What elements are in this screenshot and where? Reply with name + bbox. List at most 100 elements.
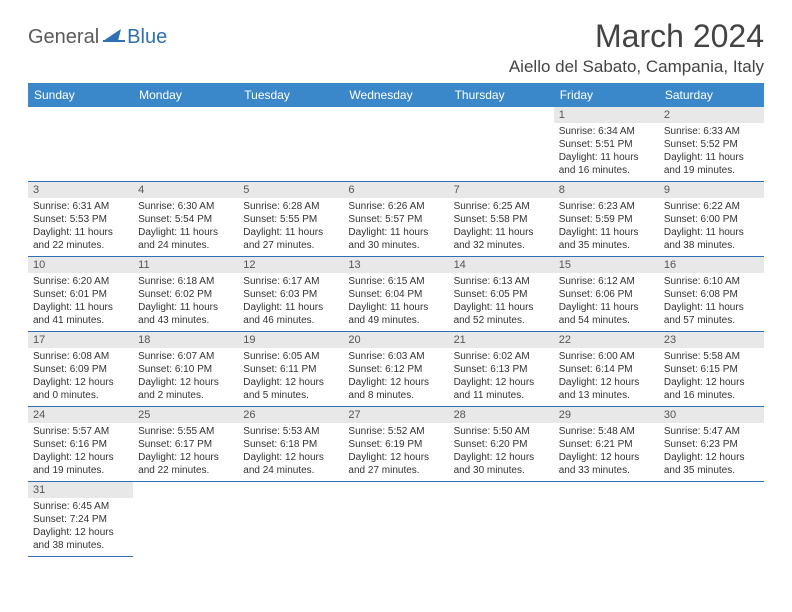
day-number: 6 xyxy=(343,182,448,198)
daylight-text: Daylight: 11 hours and 54 minutes. xyxy=(559,301,654,327)
sunrise-text: Sunrise: 6:28 AM xyxy=(243,200,338,213)
day-body: Sunrise: 6:15 AMSunset: 6:04 PMDaylight:… xyxy=(343,273,448,331)
day-number: 30 xyxy=(659,407,764,423)
logo-text-general: General xyxy=(28,26,99,49)
sunset-text: Sunset: 5:55 PM xyxy=(243,213,338,226)
day-body: Sunrise: 5:53 AMSunset: 6:18 PMDaylight:… xyxy=(238,423,343,481)
day-body: Sunrise: 6:03 AMSunset: 6:12 PMDaylight:… xyxy=(343,348,448,406)
calendar-cell-empty xyxy=(238,482,343,557)
day-number: 13 xyxy=(343,257,448,273)
sunrise-text: Sunrise: 6:13 AM xyxy=(454,275,549,288)
day-number: 2 xyxy=(659,107,764,123)
calendar-row: 24Sunrise: 5:57 AMSunset: 6:16 PMDayligh… xyxy=(28,407,764,482)
calendar-cell: 26Sunrise: 5:53 AMSunset: 6:18 PMDayligh… xyxy=(238,407,343,482)
sunrise-text: Sunrise: 6:33 AM xyxy=(664,125,759,138)
day-body: Sunrise: 5:57 AMSunset: 6:16 PMDaylight:… xyxy=(28,423,133,481)
calendar-cell: 4Sunrise: 6:30 AMSunset: 5:54 PMDaylight… xyxy=(133,182,238,257)
calendar-cell: 22Sunrise: 6:00 AMSunset: 6:14 PMDayligh… xyxy=(554,332,659,407)
day-body: Sunrise: 6:05 AMSunset: 6:11 PMDaylight:… xyxy=(238,348,343,406)
daylight-text: Daylight: 12 hours and 30 minutes. xyxy=(454,451,549,477)
day-number: 11 xyxy=(133,257,238,273)
sunrise-text: Sunrise: 6:31 AM xyxy=(33,200,128,213)
day-body: Sunrise: 6:30 AMSunset: 5:54 PMDaylight:… xyxy=(133,198,238,256)
calendar-cell: 13Sunrise: 6:15 AMSunset: 6:04 PMDayligh… xyxy=(343,257,448,332)
calendar-cell: 25Sunrise: 5:55 AMSunset: 6:17 PMDayligh… xyxy=(133,407,238,482)
daylight-text: Daylight: 11 hours and 19 minutes. xyxy=(664,151,759,177)
day-number: 25 xyxy=(133,407,238,423)
sunrise-text: Sunrise: 6:25 AM xyxy=(454,200,549,213)
day-number: 28 xyxy=(449,407,554,423)
calendar-cell-empty xyxy=(133,107,238,182)
day-number: 14 xyxy=(449,257,554,273)
title-block: March 2024 Aiello del Sabato, Campania, … xyxy=(509,18,764,77)
sunset-text: Sunset: 6:11 PM xyxy=(243,363,338,376)
daylight-text: Daylight: 11 hours and 22 minutes. xyxy=(33,226,128,252)
daylight-text: Daylight: 11 hours and 38 minutes. xyxy=(664,226,759,252)
sunset-text: Sunset: 7:24 PM xyxy=(33,513,128,526)
sunrise-text: Sunrise: 6:22 AM xyxy=(664,200,759,213)
day-number: 27 xyxy=(343,407,448,423)
day-body: Sunrise: 6:17 AMSunset: 6:03 PMDaylight:… xyxy=(238,273,343,331)
day-body: Sunrise: 6:31 AMSunset: 5:53 PMDaylight:… xyxy=(28,198,133,256)
sunset-text: Sunset: 6:02 PM xyxy=(138,288,233,301)
sunset-text: Sunset: 5:57 PM xyxy=(348,213,443,226)
sunrise-text: Sunrise: 6:17 AM xyxy=(243,275,338,288)
calendar-cell: 17Sunrise: 6:08 AMSunset: 6:09 PMDayligh… xyxy=(28,332,133,407)
calendar-cell: 2Sunrise: 6:33 AMSunset: 5:52 PMDaylight… xyxy=(659,107,764,182)
day-number: 19 xyxy=(238,332,343,348)
calendar-row: 3Sunrise: 6:31 AMSunset: 5:53 PMDaylight… xyxy=(28,182,764,257)
sunrise-text: Sunrise: 6:03 AM xyxy=(348,350,443,363)
day-number: 5 xyxy=(238,182,343,198)
calendar-cell: 20Sunrise: 6:03 AMSunset: 6:12 PMDayligh… xyxy=(343,332,448,407)
calendar-cell: 31Sunrise: 6:45 AMSunset: 7:24 PMDayligh… xyxy=(28,482,133,557)
day-number: 26 xyxy=(238,407,343,423)
day-body: Sunrise: 5:48 AMSunset: 6:21 PMDaylight:… xyxy=(554,423,659,481)
day-body: Sunrise: 5:52 AMSunset: 6:19 PMDaylight:… xyxy=(343,423,448,481)
weekday-header-row: SundayMondayTuesdayWednesdayThursdayFrid… xyxy=(28,83,764,107)
calendar-cell-empty xyxy=(659,482,764,557)
daylight-text: Daylight: 12 hours and 27 minutes. xyxy=(348,451,443,477)
sunset-text: Sunset: 5:59 PM xyxy=(559,213,654,226)
calendar-cell: 16Sunrise: 6:10 AMSunset: 6:08 PMDayligh… xyxy=(659,257,764,332)
calendar-cell: 21Sunrise: 6:02 AMSunset: 6:13 PMDayligh… xyxy=(449,332,554,407)
day-number: 9 xyxy=(659,182,764,198)
sunrise-text: Sunrise: 6:07 AM xyxy=(138,350,233,363)
flag-icon xyxy=(103,26,125,49)
calendar-cell: 28Sunrise: 5:50 AMSunset: 6:20 PMDayligh… xyxy=(449,407,554,482)
daylight-text: Daylight: 11 hours and 57 minutes. xyxy=(664,301,759,327)
sunrise-text: Sunrise: 5:52 AM xyxy=(348,425,443,438)
calendar-row: 31Sunrise: 6:45 AMSunset: 7:24 PMDayligh… xyxy=(28,482,764,557)
sunset-text: Sunset: 6:06 PM xyxy=(559,288,654,301)
sunrise-text: Sunrise: 6:00 AM xyxy=(559,350,654,363)
day-number: 29 xyxy=(554,407,659,423)
daylight-text: Daylight: 11 hours and 46 minutes. xyxy=(243,301,338,327)
sunrise-text: Sunrise: 5:48 AM xyxy=(559,425,654,438)
daylight-text: Daylight: 12 hours and 33 minutes. xyxy=(559,451,654,477)
day-number: 16 xyxy=(659,257,764,273)
weekday-header: Monday xyxy=(133,83,238,107)
sunset-text: Sunset: 6:16 PM xyxy=(33,438,128,451)
daylight-text: Daylight: 12 hours and 19 minutes. xyxy=(33,451,128,477)
sunset-text: Sunset: 6:17 PM xyxy=(138,438,233,451)
day-body: Sunrise: 6:33 AMSunset: 5:52 PMDaylight:… xyxy=(659,123,764,181)
calendar-cell-empty xyxy=(28,107,133,182)
day-body: Sunrise: 6:12 AMSunset: 6:06 PMDaylight:… xyxy=(554,273,659,331)
calendar-row: 17Sunrise: 6:08 AMSunset: 6:09 PMDayligh… xyxy=(28,332,764,407)
sunrise-text: Sunrise: 5:53 AM xyxy=(243,425,338,438)
day-body: Sunrise: 6:23 AMSunset: 5:59 PMDaylight:… xyxy=(554,198,659,256)
sunset-text: Sunset: 6:13 PM xyxy=(454,363,549,376)
daylight-text: Daylight: 11 hours and 41 minutes. xyxy=(33,301,128,327)
sunrise-text: Sunrise: 6:26 AM xyxy=(348,200,443,213)
daylight-text: Daylight: 11 hours and 27 minutes. xyxy=(243,226,338,252)
day-number: 1 xyxy=(554,107,659,123)
daylight-text: Daylight: 11 hours and 24 minutes. xyxy=(138,226,233,252)
calendar-cell-empty xyxy=(554,482,659,557)
daylight-text: Daylight: 12 hours and 2 minutes. xyxy=(138,376,233,402)
calendar-cell-empty xyxy=(449,482,554,557)
location: Aiello del Sabato, Campania, Italy xyxy=(509,57,764,77)
weekday-header: Sunday xyxy=(28,83,133,107)
sunrise-text: Sunrise: 6:30 AM xyxy=(138,200,233,213)
daylight-text: Daylight: 12 hours and 0 minutes. xyxy=(33,376,128,402)
calendar-cell: 8Sunrise: 6:23 AMSunset: 5:59 PMDaylight… xyxy=(554,182,659,257)
daylight-text: Daylight: 12 hours and 13 minutes. xyxy=(559,376,654,402)
